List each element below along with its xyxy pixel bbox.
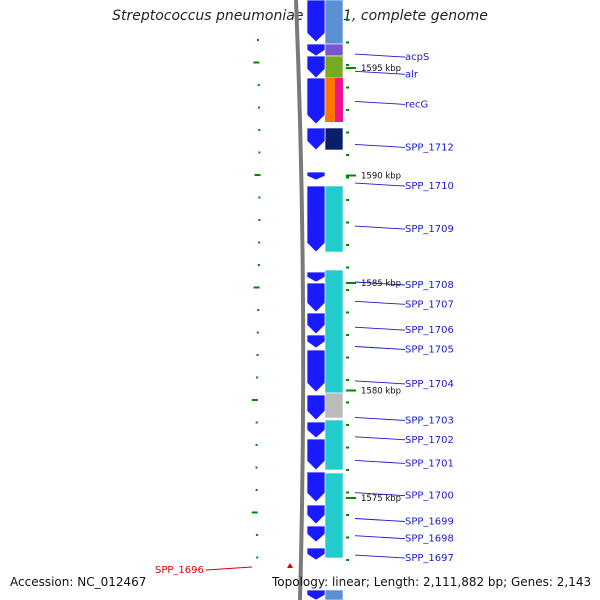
gene-arrow bbox=[306, 127, 326, 151]
gene-label[interactable]: alr bbox=[405, 69, 419, 80]
gene-label[interactable]: SPP_1707 bbox=[405, 299, 454, 310]
topology-label: Topology: linear; Length: 2,111,882 bp; … bbox=[272, 575, 592, 589]
cds-block bbox=[324, 55, 344, 79]
cds-block bbox=[324, 185, 344, 253]
gene-label-line bbox=[354, 326, 406, 331]
gene-arrow bbox=[306, 171, 326, 181]
gene-label-line bbox=[354, 492, 406, 497]
gene-arrow bbox=[306, 271, 326, 283]
gene-label[interactable]: acpS bbox=[405, 52, 429, 63]
gene-arrow bbox=[306, 421, 326, 439]
gene-label-line bbox=[354, 460, 406, 464]
gene-label[interactable]: SPP_1699 bbox=[405, 517, 454, 528]
marker-label[interactable]: SPP_1696 bbox=[155, 565, 204, 576]
gene-label-line bbox=[354, 53, 406, 58]
gene-track bbox=[306, 0, 326, 600]
gene-label[interactable]: SPP_1703 bbox=[405, 415, 454, 426]
gene-label[interactable]: SPP_1705 bbox=[405, 345, 454, 356]
gene-label[interactable]: SPP_1704 bbox=[405, 379, 454, 390]
gene-label[interactable]: SPP_1709 bbox=[405, 224, 454, 235]
gene-arrow bbox=[306, 589, 326, 600]
gene-arrow bbox=[306, 77, 326, 125]
cds-block bbox=[324, 127, 344, 151]
gene-label[interactable]: SPP_1706 bbox=[405, 325, 454, 336]
gene-label-line bbox=[354, 436, 406, 441]
marker-line bbox=[205, 566, 253, 571]
cds-block bbox=[324, 0, 344, 45]
gene-label-line bbox=[354, 143, 406, 148]
coordinate-label: 1595 kbp bbox=[361, 64, 401, 74]
gene-label[interactable]: SPP_1700 bbox=[405, 491, 454, 502]
gene-label-line bbox=[354, 70, 406, 75]
gene-arrow bbox=[306, 547, 326, 561]
gene-label[interactable]: SPP_1712 bbox=[405, 142, 454, 153]
gene-label-line bbox=[354, 281, 406, 286]
gene-label-line bbox=[354, 346, 406, 350]
gene-arrow bbox=[306, 525, 326, 543]
right-scale-ticks bbox=[346, 19, 349, 561]
marker-triangle bbox=[287, 563, 293, 568]
gene-label[interactable]: SPP_1701 bbox=[405, 458, 454, 469]
coordinate-label: 1575 kbp bbox=[361, 494, 401, 504]
accession-label: Accession: NC_012467 bbox=[10, 575, 147, 589]
gene-label-line bbox=[354, 380, 406, 385]
coordinate-label: 1590 kbp bbox=[361, 172, 401, 182]
gene-arrow bbox=[306, 438, 326, 471]
cds-block bbox=[324, 589, 344, 600]
cds-track bbox=[324, 0, 344, 600]
spp1696-marker: SPP_1696 bbox=[155, 563, 293, 576]
gene-arrow bbox=[306, 349, 326, 393]
gene-label-line bbox=[354, 417, 406, 421]
coordinate-labels: 1595 kbp 1590 kbp 1585 kbp 1580 kbp 1575 kbp bbox=[346, 64, 401, 504]
cds-block bbox=[335, 78, 343, 122]
coordinate-label: 1585 kbp bbox=[361, 279, 401, 289]
left-scale-ticks bbox=[251, 39, 261, 559]
gene-arrow bbox=[306, 43, 326, 57]
gene-label-line bbox=[354, 535, 406, 540]
gene-labels: acpS alr recG SPP_1712 SPP_1710 SPP_1709 SPP_1… bbox=[354, 52, 454, 564]
gene-arrow bbox=[306, 312, 326, 335]
cds-block bbox=[324, 43, 344, 57]
gene-arrow bbox=[306, 185, 326, 253]
cds-block bbox=[324, 472, 344, 559]
gene-arrow bbox=[306, 55, 326, 79]
gene-label[interactable]: SPP_1697 bbox=[405, 553, 454, 564]
cds-block bbox=[325, 78, 335, 122]
gene-label-line bbox=[354, 182, 406, 187]
gene-label-line bbox=[354, 225, 406, 230]
cds-block bbox=[324, 419, 344, 471]
gene-arrow bbox=[306, 504, 326, 525]
gene-label-line bbox=[354, 518, 406, 522]
cds-block bbox=[324, 392, 344, 419]
gene-label-line bbox=[354, 100, 406, 105]
map-title: Streptococcus pneumoniae P1031, complete… bbox=[112, 8, 488, 24]
gene-label[interactable]: recG bbox=[405, 99, 428, 110]
gene-arrow bbox=[306, 282, 326, 313]
gene-label[interactable]: SPP_1702 bbox=[405, 435, 454, 446]
gene-label-line bbox=[354, 554, 406, 559]
gene-arrow bbox=[306, 334, 326, 349]
gene-arrow bbox=[306, 394, 326, 421]
gene-label[interactable]: SPP_1710 bbox=[405, 181, 454, 192]
cds-block bbox=[324, 269, 344, 394]
gene-label[interactable]: SPP_1708 bbox=[405, 280, 454, 291]
gene-label[interactable]: SPP_1698 bbox=[405, 534, 454, 545]
gene-arrow bbox=[306, 471, 326, 503]
gene-arrow bbox=[306, 0, 326, 43]
genome-backbone bbox=[294, 0, 306, 600]
coordinate-label: 1580 kbp bbox=[361, 387, 401, 397]
gene-label-line bbox=[354, 300, 406, 305]
